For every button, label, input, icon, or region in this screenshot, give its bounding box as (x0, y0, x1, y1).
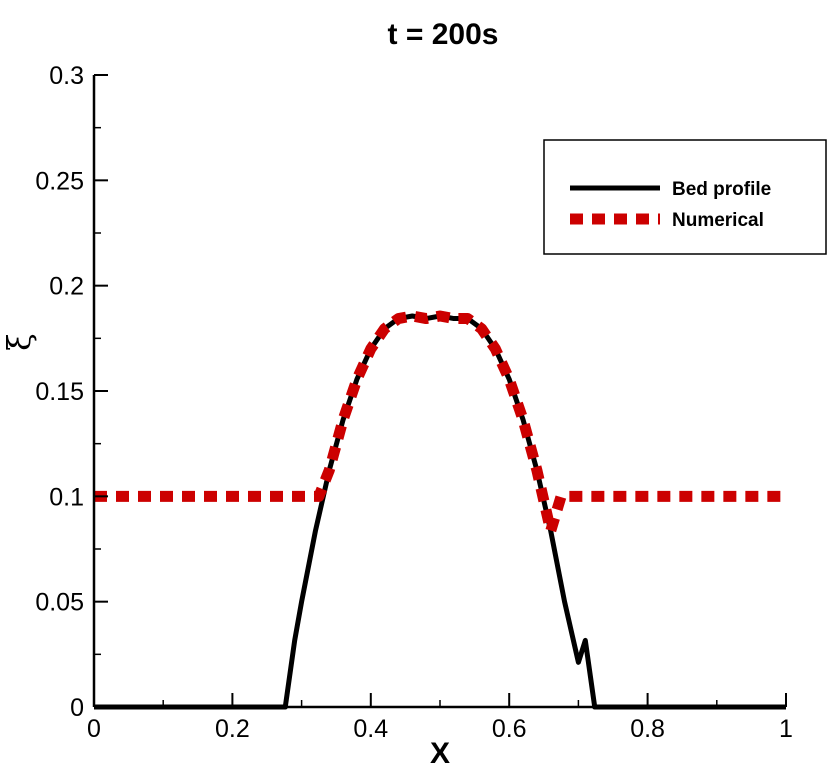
series-line-bed-profile (94, 313, 786, 710)
x-tick-label: 1 (779, 715, 793, 743)
y-tick-label: 0 (70, 694, 84, 722)
x-tick-label: 0.6 (492, 715, 527, 743)
y-tick-label: 0.3 (49, 62, 84, 90)
legend-box (543, 139, 827, 255)
x-ticks: 0 0.2 0.4 0.6 0.8 1 (87, 693, 793, 743)
y-tick-label: 0.05 (35, 589, 84, 617)
legend-label-numerical: Numerical (672, 210, 764, 231)
x-tick-label: 0 (87, 715, 101, 743)
legend-label-bed-profile: Bed profile (672, 179, 771, 200)
x-tick-label: 0.8 (630, 715, 665, 743)
y-tick-label: 0.2 (49, 273, 84, 301)
y-ticks: 0 0.05 0.1 0.15 0.2 0.25 0.3 (35, 62, 108, 722)
x-axis-label: X (430, 737, 450, 765)
x-tick-label: 0.4 (353, 715, 388, 743)
series-line-numerical (94, 310, 786, 537)
y-axis-label: ξ (0, 333, 38, 351)
legend: Bed profile Numerical (543, 139, 827, 255)
y-tick-label: 0.25 (35, 167, 84, 195)
series-layer (94, 310, 786, 710)
y-tick-label: 0.15 (35, 378, 84, 406)
chart-title: t = 200s (388, 18, 499, 51)
y-tick-label: 0.1 (49, 483, 84, 511)
x-tick-label: 0.2 (215, 715, 250, 743)
